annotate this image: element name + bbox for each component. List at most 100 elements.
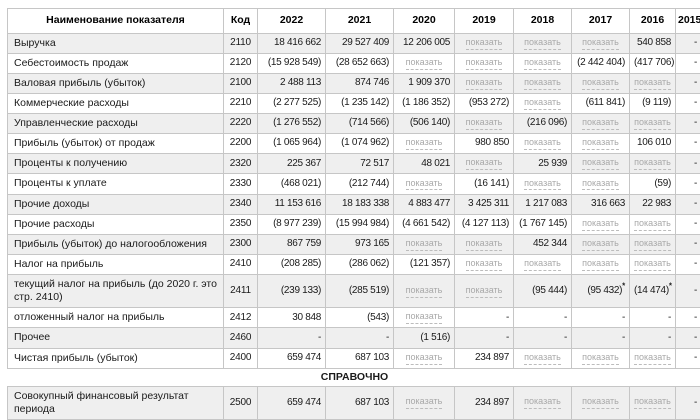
show-value-link[interactable]: показать [466,239,503,251]
show-value-link[interactable]: показать [406,239,443,251]
value-cell-2016: показать [630,234,676,254]
value-cell-2018: (1 767 145) [514,214,572,234]
indicator-name: Чистая прибыль (убыток) [8,348,224,368]
section-divider-row: СПРАВОЧНО [8,368,700,386]
show-value-link[interactable]: показать [406,353,443,365]
value-cell-2017: 316 663 [572,194,630,214]
value-cell-2016: показать [630,73,676,93]
value-cell-2017: показать [572,254,630,274]
show-value-link[interactable]: показать [524,38,561,50]
show-value-link[interactable]: показать [524,179,561,191]
value-cell-2020: (4 661 542) [394,214,455,234]
show-value-link[interactable]: показать [582,38,619,50]
empty-value-cell-2018: - [514,308,572,328]
show-value-link[interactable]: показать [406,286,443,298]
empty-value-cell-2018: - [514,328,572,348]
show-value-link[interactable]: показать [582,239,619,251]
show-value-link[interactable]: показать [466,78,503,90]
show-value-link[interactable]: показать [634,259,671,271]
show-value-link[interactable]: показать [634,78,671,90]
empty-value-cell-2015: - [676,73,700,93]
value-cell-2019: показать [455,154,514,174]
indicator-code: 2210 [224,93,258,113]
value-cell-2022: (239 133) [258,275,326,308]
show-value-link[interactable]: показать [582,353,619,365]
show-value-link[interactable]: показать [406,138,443,150]
empty-value-cell-2015: - [676,234,700,254]
empty-value-cell-2015: - [676,328,700,348]
value-cell-2019: (16 141) [455,174,514,194]
column-header-code: Код [224,9,258,34]
value-cell-2021: 687 103 [326,386,394,419]
value-cell-2018: показать [514,33,572,53]
show-value-link[interactable]: показать [524,78,561,90]
show-value-link[interactable]: показать [634,158,671,170]
value-cell-2022: (1 276 552) [258,114,326,134]
empty-value-cell-2022: - [258,328,326,348]
show-value-link[interactable]: показать [524,259,561,271]
show-value-link[interactable]: показать [524,98,561,110]
value-cell-2018: показать [514,348,572,368]
value-cell-2016: (14 474)* [630,275,676,308]
value-cell-2022: 2 488 113 [258,73,326,93]
value-cell-2022: (1 065 964) [258,134,326,154]
show-value-link[interactable]: показать [466,58,503,70]
value-cell-2020: (121 357) [394,254,455,274]
show-value-link[interactable]: показать [466,259,503,271]
value-cell-2022: (15 928 549) [258,53,326,73]
indicator-code: 2460 [224,328,258,348]
show-value-link[interactable]: показать [406,397,443,409]
show-value-link[interactable]: показать [634,239,671,251]
value-cell-2016: показать [630,114,676,134]
value-cell-2019: 3 425 311 [455,194,514,214]
show-value-link[interactable]: показать [582,259,619,271]
show-value-link[interactable]: показать [582,179,619,191]
indicator-name: Валовая прибыль (убыток) [8,73,224,93]
empty-value-cell-2019: - [455,308,514,328]
indicator-code: 2340 [224,194,258,214]
show-value-link[interactable]: показать [466,286,503,298]
indicator-code: 2350 [224,214,258,234]
show-value-link[interactable]: показать [582,397,619,409]
value-cell-2020: показать [394,53,455,73]
show-value-link[interactable]: показать [582,219,619,231]
value-cell-2021: 973 165 [326,234,394,254]
show-value-link[interactable]: показать [634,219,671,231]
show-value-link[interactable]: показать [634,118,671,130]
column-header-year-2022: 2022 [258,9,326,34]
show-value-link[interactable]: показать [582,138,619,150]
value-cell-2021: (714 566) [326,114,394,134]
show-value-link[interactable]: показать [634,353,671,365]
show-value-link[interactable]: показать [582,118,619,130]
show-value-link[interactable]: показать [406,312,443,324]
value-cell-2018: показать [514,134,572,154]
show-value-link[interactable]: показать [524,58,561,70]
show-value-link[interactable]: показать [466,38,503,50]
empty-value-cell-2015: - [676,254,700,274]
show-value-link[interactable]: показать [524,353,561,365]
value-cell-2021: 687 103 [326,348,394,368]
value-cell-2016: показать [630,386,676,419]
value-cell-2016: показать [630,214,676,234]
value-cell-2016: (59) [630,174,676,194]
show-value-link[interactable]: показать [582,78,619,90]
show-value-link[interactable]: показать [634,397,671,409]
show-value-link[interactable]: показать [582,158,619,170]
show-value-link[interactable]: показать [524,397,561,409]
value-cell-2018: показать [514,386,572,419]
empty-value-cell-2021: - [326,328,394,348]
value-cell-2022: 11 153 616 [258,194,326,214]
show-value-link[interactable]: показать [406,58,443,70]
value-cell-2020: (506 140) [394,114,455,134]
show-value-link[interactable]: показать [466,158,503,170]
show-value-link[interactable]: показать [524,138,561,150]
column-header-indicator-name: Наименование показателя [8,9,224,34]
show-value-link[interactable]: показать [406,179,443,191]
value-cell-2019: (953 272) [455,93,514,113]
value-cell-2020: показать [394,386,455,419]
show-value-link[interactable]: показать [466,118,503,130]
empty-value-cell-2017: - [572,308,630,328]
empty-value-cell-2015: - [676,134,700,154]
